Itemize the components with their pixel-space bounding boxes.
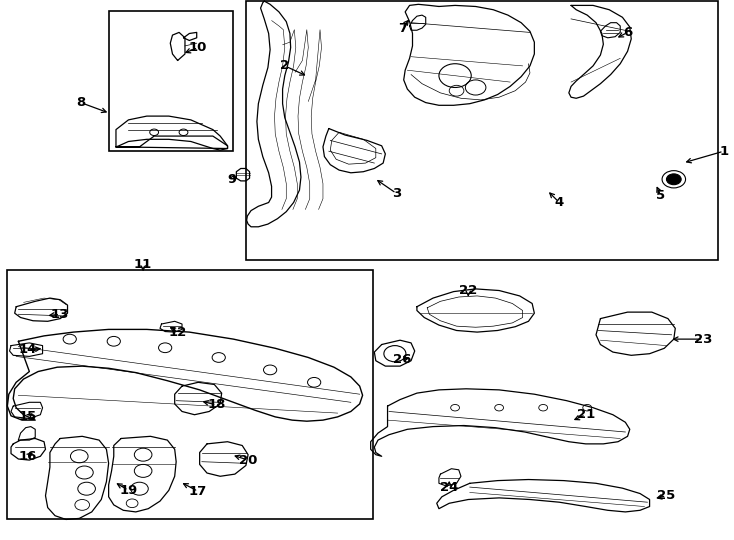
Text: 20: 20 [239,454,258,467]
Text: 22: 22 [459,284,477,297]
Text: 1: 1 [719,145,728,158]
Bar [7,270,373,519]
Text: 21: 21 [577,408,595,421]
Bar [246,1,718,260]
Text: 10: 10 [189,41,208,54]
Text: 15: 15 [19,410,37,423]
Text: 9: 9 [228,173,236,186]
Text: 11: 11 [134,258,152,271]
Text: 14: 14 [18,343,37,356]
Text: 4: 4 [555,196,564,209]
Text: 6: 6 [623,26,632,39]
Bar [109,11,233,151]
Text: 8: 8 [76,96,85,109]
Text: 3: 3 [392,187,401,200]
Text: 16: 16 [18,450,37,463]
Text: 13: 13 [51,308,70,321]
Text: 7: 7 [398,22,407,35]
Text: 24: 24 [440,481,459,494]
Text: 12: 12 [169,326,186,339]
Text: 19: 19 [120,484,137,497]
Text: 18: 18 [207,399,226,411]
Text: 23: 23 [694,333,713,346]
Text: 25: 25 [658,489,675,502]
Text: 26: 26 [393,353,412,366]
Text: 2: 2 [280,59,289,72]
Text: 5: 5 [656,189,665,202]
Circle shape [666,174,681,185]
Text: 17: 17 [189,485,207,498]
